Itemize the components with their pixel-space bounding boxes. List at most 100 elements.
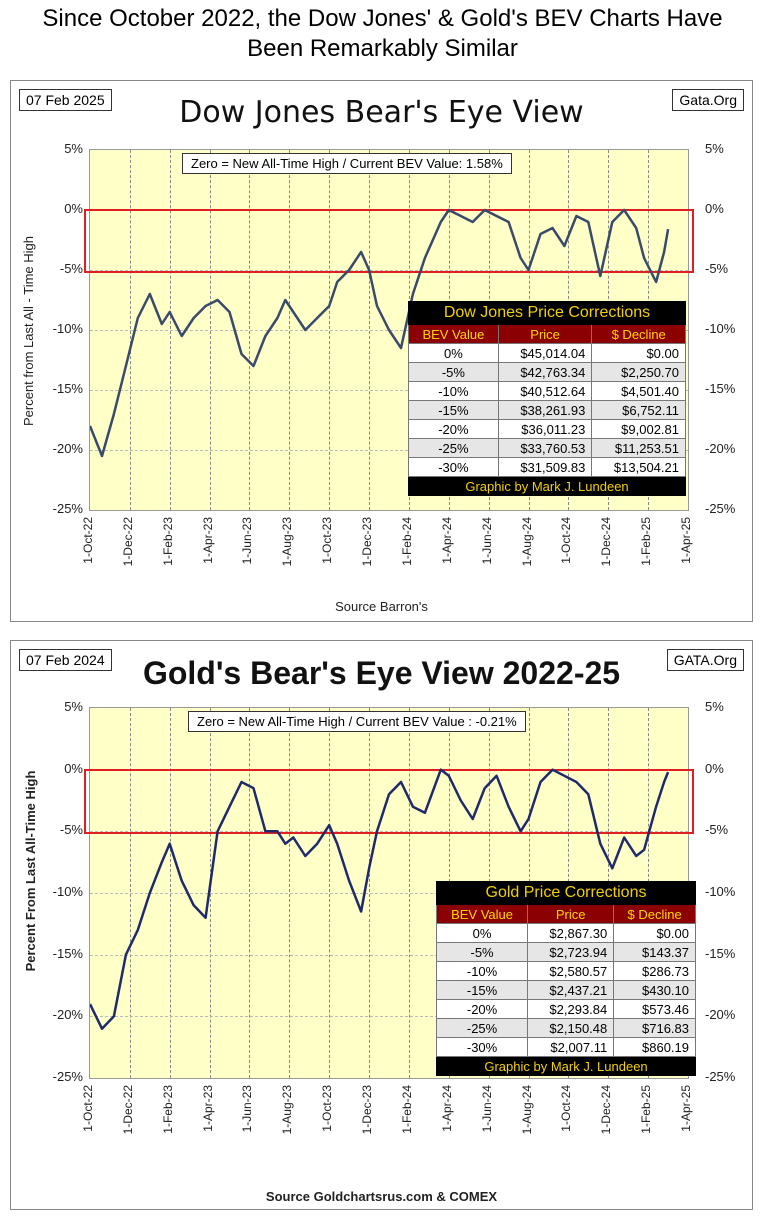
gold-chart-panel: 07 Feb 2024 GATA.Org Gold's Bear's Eye V… bbox=[10, 640, 753, 1210]
y-tick-label-right: -5% bbox=[705, 261, 729, 276]
table-cell: $2,007.11 bbox=[527, 1037, 615, 1057]
y-tick-label: 5% bbox=[64, 699, 83, 714]
table-row: -15% $38,261.93 $6,752.11 bbox=[408, 400, 686, 420]
table-cell: $9,002.81 bbox=[591, 419, 686, 439]
table-cell: $2,250.70 bbox=[591, 362, 686, 382]
table-header-cell: BEV Value bbox=[435, 904, 529, 924]
table-cell: $716.83 bbox=[613, 1018, 696, 1038]
x-tick-label: 1-Feb-25 bbox=[639, 1085, 654, 1134]
gold-plot-area: Zero = New All-Time High / Current BEV V… bbox=[84, 707, 696, 1079]
table-row: -20% $2,293.84 $573.46 bbox=[435, 999, 696, 1019]
x-tick-label: 1-Dec-22 bbox=[120, 1085, 135, 1135]
bev-series-line bbox=[90, 768, 670, 1030]
table-cell: $11,253.51 bbox=[591, 438, 686, 458]
x-tick-label: 1-Feb-23 bbox=[160, 1085, 175, 1134]
dow-plot-area: Zero = New All-Time High / Current BEV V… bbox=[84, 149, 694, 511]
table-cell: -20% bbox=[408, 419, 499, 439]
y-tick-label: -20% bbox=[52, 441, 83, 456]
x-tick-label: 1-Feb-24 bbox=[399, 1085, 414, 1134]
dow-source-tag: Gata.Org bbox=[672, 89, 744, 111]
y-tick-label: 0% bbox=[64, 760, 83, 776]
gold-source-line: Source Goldchartsrus.com & COMEX bbox=[265, 1189, 498, 1204]
x-tick-label: 1-Apr-24 bbox=[439, 1085, 454, 1132]
y-tick-label: -25% bbox=[52, 1069, 83, 1084]
table-cell: -30% bbox=[408, 457, 499, 477]
y-tick-label-right: -5% bbox=[705, 822, 729, 838]
table-cell: $45,014.04 bbox=[497, 343, 593, 363]
table-cell: $6,752.11 bbox=[591, 400, 686, 420]
gold-date-label: 07 Feb 2024 bbox=[19, 649, 112, 671]
table-cell: -20% bbox=[435, 999, 529, 1019]
y-tick-label-right: -25% bbox=[705, 501, 736, 516]
page-header: Since October 2022, the Dow Jones' & Gol… bbox=[0, 0, 765, 68]
table-cell: $2,437.21 bbox=[527, 980, 615, 1000]
gold-series-svg bbox=[90, 768, 670, 1030]
table-row: -10% $40,512.64 $4,501.40 bbox=[408, 381, 686, 401]
x-tick-label: 1-Apr-23 bbox=[200, 1085, 215, 1132]
table-header-cell: $ Decline bbox=[613, 904, 696, 924]
x-tick-label: 1-Dec-24 bbox=[599, 517, 614, 567]
table-cell: -10% bbox=[435, 961, 529, 981]
table-title-row: Dow Jones Price Corrections bbox=[408, 301, 686, 325]
horizontal-gridline bbox=[90, 893, 688, 894]
x-tick-label: 1-Oct-24 bbox=[559, 1085, 574, 1132]
table-cell: -25% bbox=[408, 438, 499, 458]
gold-chart-title: Gold's Bear's Eye View 2022-25 bbox=[142, 655, 621, 691]
x-tick-label: 1-Dec-24 bbox=[599, 1085, 614, 1135]
table-cell: 0% bbox=[408, 343, 499, 363]
x-tick-label: 1-Feb-25 bbox=[639, 517, 654, 566]
table-header-cell: Price bbox=[527, 904, 615, 924]
y-tick-label-right: -15% bbox=[705, 381, 736, 396]
gold-y-axis-label: Percent From Last All-Time High bbox=[23, 770, 38, 972]
x-tick-label: 1-Oct-23 bbox=[320, 1085, 335, 1132]
horizontal-gridline bbox=[90, 390, 688, 391]
table-footer-row: Graphic by Mark J. Lundeen bbox=[408, 476, 686, 496]
x-tick-label: 1-Apr-23 bbox=[200, 517, 215, 564]
y-tick-label-right: 5% bbox=[705, 141, 724, 156]
gold-corrections-table: Gold Price Corrections BEV Value Price $ De… bbox=[435, 881, 696, 1076]
y-tick-label-right: -10% bbox=[705, 321, 736, 336]
dow-corrections-table: Dow Jones Price Corrections BEV Value Pric… bbox=[408, 301, 686, 496]
table-header-row: BEV Value Price $ Decline bbox=[408, 324, 686, 344]
gold-source-tag: GATA.Org bbox=[666, 649, 744, 671]
table-footer-row: Graphic by Mark J. Lundeen bbox=[436, 1056, 696, 1076]
x-tick-label: 1-Apr-24 bbox=[439, 517, 454, 564]
table-cell: -30% bbox=[435, 1037, 529, 1057]
y-tick-label: 0% bbox=[64, 201, 83, 216]
x-tick-label: 1-Dec-22 bbox=[120, 517, 135, 567]
table-cell: $4,501.40 bbox=[591, 381, 686, 401]
y-tick-label-right: -10% bbox=[705, 884, 736, 899]
table-header-cell: $ Decline bbox=[591, 324, 686, 344]
table-footer: Graphic by Mark J. Lundeen bbox=[436, 1056, 696, 1076]
horizontal-gridline bbox=[90, 270, 688, 271]
table-cell: $2,293.84 bbox=[527, 999, 615, 1019]
y-tick-label: -25% bbox=[52, 501, 83, 516]
table-row: -5% $2,723.94 $143.37 bbox=[435, 942, 696, 962]
horizontal-gridline bbox=[90, 831, 688, 833]
table-cell: $42,763.34 bbox=[497, 362, 593, 382]
x-tick-label: 1-Aug-23 bbox=[280, 517, 295, 567]
x-tick-label: 1-Jun-23 bbox=[240, 517, 255, 565]
gold-highlight-band bbox=[84, 768, 694, 835]
table-row: -20% $36,011.23 $9,002.81 bbox=[408, 419, 686, 439]
table-title: Dow Jones Price Corrections bbox=[408, 301, 686, 325]
gold-note-box: Zero = New All-Time High / Current BEV V… bbox=[188, 711, 526, 732]
table-cell: $0.00 bbox=[591, 343, 686, 363]
table-row: -15% $2,437.21 $430.10 bbox=[435, 980, 696, 1000]
y-tick-label: 5% bbox=[64, 141, 83, 156]
table-header-row: BEV Value Price $ Decline bbox=[435, 904, 696, 924]
horizontal-gridline bbox=[90, 1016, 688, 1018]
table-cell: -5% bbox=[408, 362, 499, 382]
x-tick-label: 1-Apr-25 bbox=[679, 517, 693, 564]
x-tick-label: 1-Aug-23 bbox=[280, 1085, 295, 1135]
table-cell: $860.19 bbox=[613, 1037, 696, 1057]
y-tick-label: -5% bbox=[59, 261, 83, 276]
x-tick-label: 1-Oct-22 bbox=[81, 1085, 95, 1132]
x-tick-label: 1-Aug-24 bbox=[519, 1085, 534, 1135]
table-footer: Graphic by Mark J. Lundeen bbox=[408, 476, 686, 496]
table-title-row: Gold Price Corrections bbox=[436, 881, 696, 905]
table-row: -30% $2,007.11 $860.19 bbox=[435, 1037, 696, 1057]
dow-chart-panel: 07 Feb 2025 Gata.Org Dow Jones Bear's Ey… bbox=[10, 80, 753, 622]
x-tick-label: 1-Dec-23 bbox=[360, 1085, 375, 1135]
dow-note-box: Zero = New All-Time High / Current BEV V… bbox=[182, 153, 512, 174]
